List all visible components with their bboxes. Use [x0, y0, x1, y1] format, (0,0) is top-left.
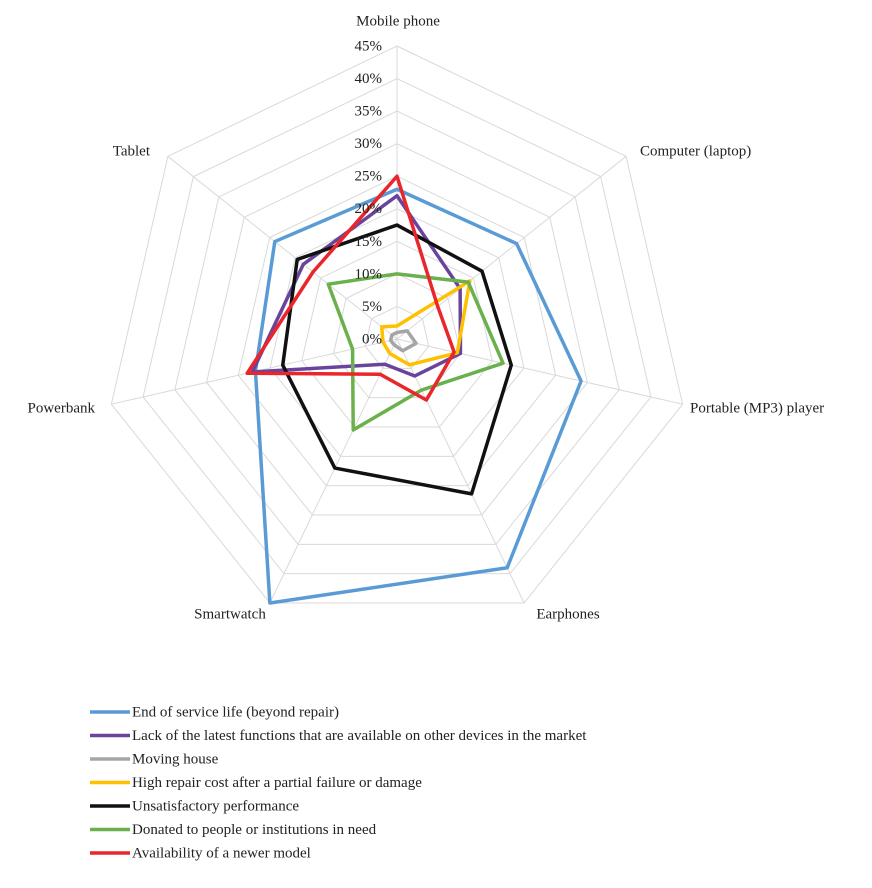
category-label: Mobile phone: [356, 13, 440, 29]
category-label: Smartwatch: [194, 606, 266, 622]
tick-label: 15%: [355, 234, 383, 250]
spoke: [396, 338, 525, 604]
spoke: [396, 338, 683, 405]
grid-ring: [174, 110, 620, 545]
tick-label: 25%: [355, 169, 383, 185]
legend-label: Moving house: [132, 751, 219, 767]
tick-label: 20%: [355, 201, 383, 217]
series-line: [253, 187, 583, 605]
spoke: [167, 155, 398, 340]
spoke: [396, 155, 627, 340]
legend-label: Unsatisfactory performance: [132, 798, 299, 814]
legend-label: Lack of the latest functions that are av…: [132, 728, 587, 744]
category-label: Computer (laptop): [640, 143, 751, 159]
grid-ring: [269, 208, 525, 457]
category-label: Tablet: [113, 143, 151, 159]
tick-label: 10%: [355, 266, 383, 282]
series-line: [280, 223, 514, 496]
series-line: [388, 329, 418, 353]
grid-ring: [237, 175, 557, 487]
series-line: [326, 272, 505, 432]
legend-label: Donated to people or institutions in nee…: [132, 822, 377, 838]
category-label: Powerbank: [28, 400, 96, 416]
tick-label: 45%: [355, 38, 383, 54]
tick-label: 5%: [362, 299, 382, 315]
grid-ring: [332, 273, 462, 399]
tick-label: 35%: [355, 104, 383, 120]
grid-ring: [206, 143, 588, 516]
grid-ring: [110, 45, 684, 604]
category-label: Earphones: [536, 606, 599, 622]
legend-label: Availability of a newer model: [132, 845, 311, 861]
grid-ring: [142, 78, 652, 575]
spoke: [269, 338, 398, 604]
category-label: Portable (MP3) player: [690, 400, 824, 416]
series-line: [245, 174, 456, 402]
legend-label: High repair cost after a partial failure…: [132, 775, 422, 791]
series-line: [379, 279, 472, 367]
grid-ring: [301, 240, 493, 428]
tick-label: 40%: [355, 71, 383, 87]
legend-label: End of service life (beyond repair): [132, 704, 339, 720]
tick-label: 0%: [362, 331, 382, 347]
tick-label: 30%: [355, 136, 383, 152]
